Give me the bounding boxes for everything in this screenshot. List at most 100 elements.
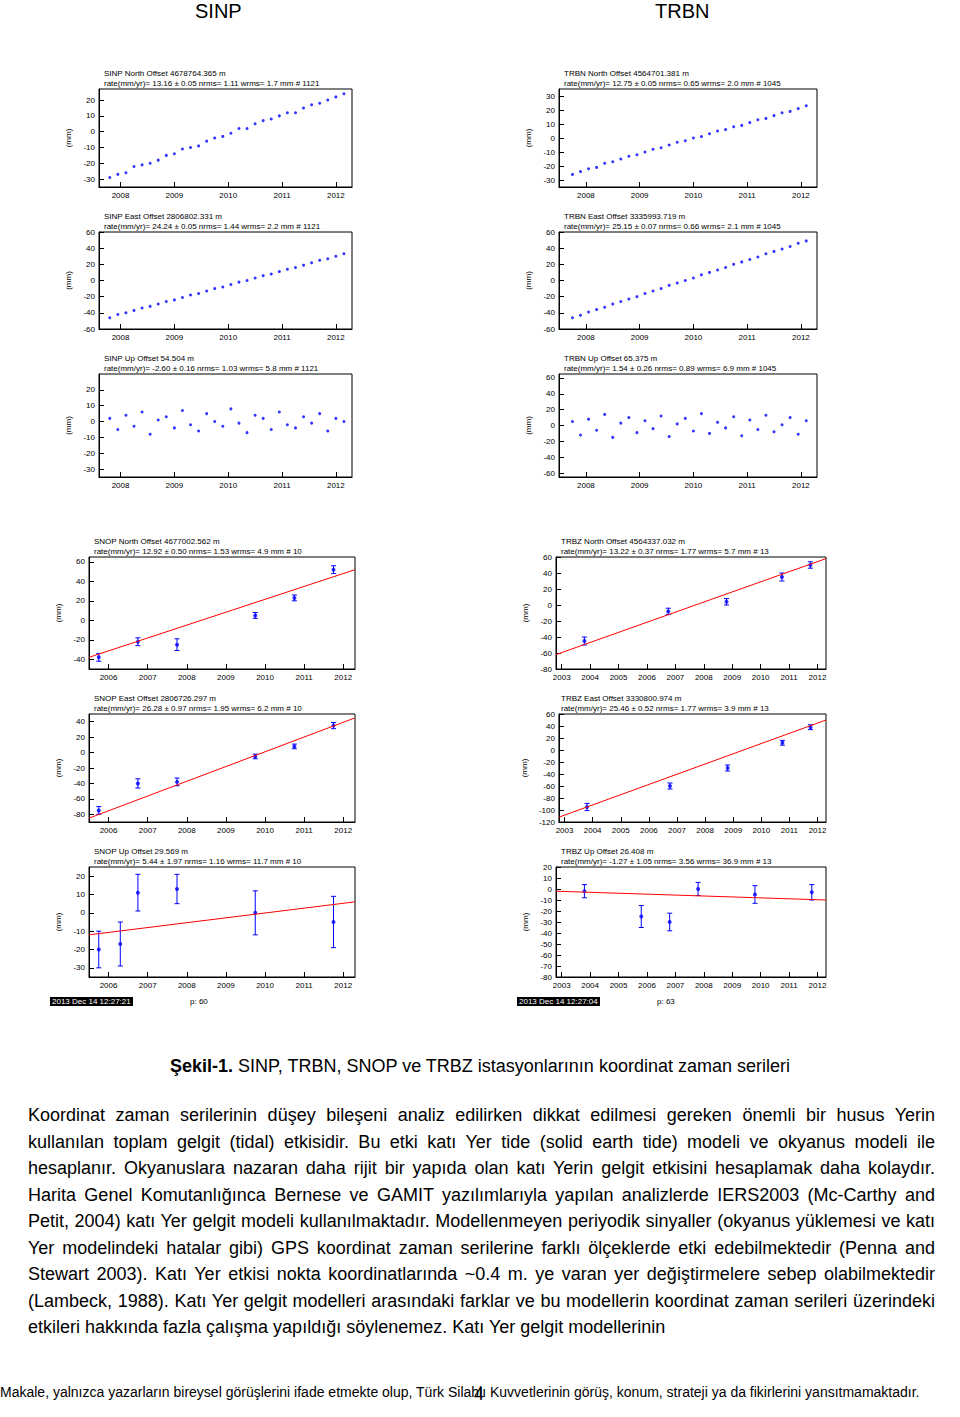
svg-text:2010: 2010 xyxy=(219,481,237,490)
svg-text:-10: -10 xyxy=(83,433,95,442)
svg-text:2011: 2011 xyxy=(273,333,291,342)
svg-text:rate(mm/yr)= 12.92 ± 0.50 nrms: rate(mm/yr)= 12.92 ± 0.50 nrms= 1.53 wrm… xyxy=(94,547,302,556)
svg-text:TRBZ Up Offset 26.408 m: TRBZ Up Offset 26.408 m xyxy=(561,847,654,856)
svg-text:2009: 2009 xyxy=(217,826,235,835)
svg-text:2012: 2012 xyxy=(327,333,345,342)
svg-text:2010: 2010 xyxy=(256,826,274,835)
svg-text:SNOP East Offset 2806726.297 m: SNOP East Offset 2806726.297 m xyxy=(94,694,216,703)
svg-text:2009: 2009 xyxy=(631,481,649,490)
svg-text:2010: 2010 xyxy=(752,981,770,990)
svg-text:2010: 2010 xyxy=(752,673,770,682)
svg-text:2003: 2003 xyxy=(553,673,571,682)
svg-text:2011: 2011 xyxy=(296,826,314,835)
svg-text:-70: -70 xyxy=(540,962,552,971)
svg-text:2008: 2008 xyxy=(178,673,196,682)
svg-text:2006: 2006 xyxy=(638,981,656,990)
svg-text:-10: -10 xyxy=(543,148,555,157)
svg-text:rate(mm/yr)= 24.24 ± 0.05 nrms: rate(mm/yr)= 24.24 ± 0.05 nrms= 1.44 wrm… xyxy=(104,222,321,231)
svg-text:2008: 2008 xyxy=(112,191,130,200)
svg-text:0: 0 xyxy=(548,885,553,894)
svg-text:60: 60 xyxy=(546,373,555,382)
svg-text:60: 60 xyxy=(76,557,85,566)
svg-text:40: 40 xyxy=(546,244,555,253)
svg-text:-40: -40 xyxy=(540,929,552,938)
svg-text:40: 40 xyxy=(76,717,85,726)
svg-text:(mm): (mm) xyxy=(64,416,73,435)
svg-text:2009: 2009 xyxy=(217,981,235,990)
svg-text:40: 40 xyxy=(546,722,555,731)
svg-text:-30: -30 xyxy=(73,963,85,972)
svg-text:2011: 2011 xyxy=(273,481,291,490)
svg-text:2012: 2012 xyxy=(334,673,352,682)
svg-text:2008: 2008 xyxy=(696,826,714,835)
svg-text:2005: 2005 xyxy=(610,673,628,682)
svg-text:2008: 2008 xyxy=(695,673,713,682)
svg-text:SINP East Offset 2806802.331 m: SINP East Offset 2806802.331 m xyxy=(104,212,222,221)
svg-text:0: 0 xyxy=(548,601,553,610)
svg-text:-40: -40 xyxy=(73,779,85,788)
svg-text:-10: -10 xyxy=(83,143,95,152)
svg-text:2011: 2011 xyxy=(739,333,757,342)
svg-text:(mm): (mm) xyxy=(520,758,529,777)
svg-text:-80: -80 xyxy=(540,665,552,674)
svg-text:2011: 2011 xyxy=(780,981,798,990)
svg-text:0: 0 xyxy=(91,417,96,426)
svg-text:-30: -30 xyxy=(540,918,552,927)
svg-text:-20: -20 xyxy=(543,162,555,171)
svg-text:-80: -80 xyxy=(73,810,85,819)
svg-text:20: 20 xyxy=(76,733,85,742)
svg-text:2006: 2006 xyxy=(638,673,656,682)
svg-text:0: 0 xyxy=(81,748,86,757)
svg-text:2012: 2012 xyxy=(792,333,810,342)
svg-text:2006: 2006 xyxy=(100,981,118,990)
svg-text:2009: 2009 xyxy=(217,673,235,682)
svg-text:2011: 2011 xyxy=(780,673,798,682)
svg-text:2008: 2008 xyxy=(577,191,595,200)
svg-text:10: 10 xyxy=(76,890,85,899)
svg-text:2006: 2006 xyxy=(100,673,118,682)
svg-text:-20: -20 xyxy=(540,907,552,916)
svg-text:(mm): (mm) xyxy=(521,912,530,931)
svg-text:2011: 2011 xyxy=(739,481,757,490)
svg-text:2011: 2011 xyxy=(296,673,314,682)
svg-text:2010: 2010 xyxy=(684,333,702,342)
svg-text:SINP Up Offset 54.504 m: SINP Up Offset 54.504 m xyxy=(104,354,194,363)
svg-text:10: 10 xyxy=(86,401,95,410)
svg-text:2011: 2011 xyxy=(296,981,314,990)
svg-text:0: 0 xyxy=(91,276,96,285)
svg-text:2008: 2008 xyxy=(112,333,130,342)
svg-text:2007: 2007 xyxy=(139,981,157,990)
svg-text:-50: -50 xyxy=(540,940,552,949)
svg-text:(mm): (mm) xyxy=(64,128,73,147)
svg-text:2010: 2010 xyxy=(219,333,237,342)
svg-text:(mm): (mm) xyxy=(524,416,533,435)
svg-text:2009: 2009 xyxy=(724,826,742,835)
svg-text:-20: -20 xyxy=(73,764,85,773)
svg-text:TRBZ North Offset 4564337.032: TRBZ North Offset 4564337.032 m xyxy=(561,537,685,546)
svg-text:30: 30 xyxy=(546,92,555,101)
svg-text:-40: -40 xyxy=(83,308,95,317)
svg-text:2006: 2006 xyxy=(640,826,658,835)
svg-text:2012: 2012 xyxy=(809,981,827,990)
svg-text:2007: 2007 xyxy=(139,673,157,682)
svg-text:2011: 2011 xyxy=(273,191,291,200)
svg-text:2012: 2012 xyxy=(327,191,345,200)
svg-text:2003: 2003 xyxy=(553,981,571,990)
svg-text:20: 20 xyxy=(543,585,552,594)
svg-text:2009: 2009 xyxy=(631,191,649,200)
svg-text:2008: 2008 xyxy=(577,333,595,342)
svg-text:SNOP Up Offset 29.569 m: SNOP Up Offset 29.569 m xyxy=(94,847,188,856)
svg-text:-20: -20 xyxy=(73,945,85,954)
svg-text:TRBN North Offset 4564701.381: TRBN North Offset 4564701.381 m xyxy=(564,69,689,78)
svg-text:-10: -10 xyxy=(540,896,552,905)
svg-text:-30: -30 xyxy=(83,465,95,474)
svg-text:SNOP North Offset 4677002.562: SNOP North Offset 4677002.562 m xyxy=(94,537,220,546)
svg-text:TRBN East Offset 3335993.719 m: TRBN East Offset 3335993.719 m xyxy=(564,212,686,221)
svg-text:20: 20 xyxy=(76,872,85,881)
svg-text:2009: 2009 xyxy=(723,673,741,682)
svg-text:2010: 2010 xyxy=(256,673,274,682)
svg-text:(mm): (mm) xyxy=(524,271,533,290)
svg-text:2008: 2008 xyxy=(112,481,130,490)
svg-text:rate(mm/yr)= 12.75 ± 0.05 nrms: rate(mm/yr)= 12.75 ± 0.05 nrms= 0.65 wrm… xyxy=(564,79,781,88)
svg-text:2005: 2005 xyxy=(610,981,628,990)
